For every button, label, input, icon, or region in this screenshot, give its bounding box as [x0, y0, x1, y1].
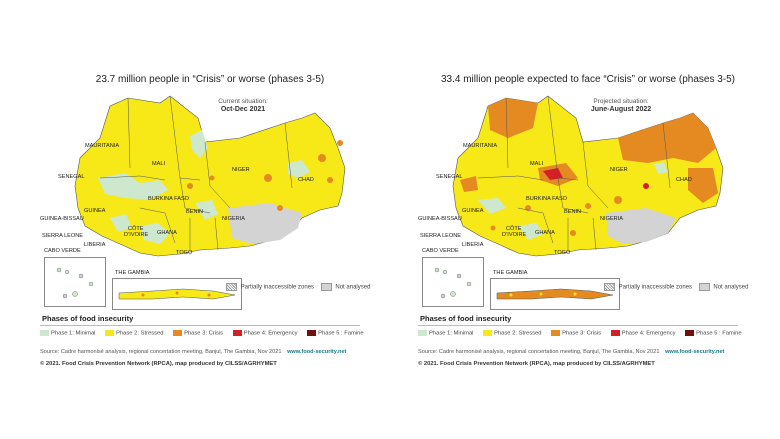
- source-note: Source: Cadre harmonisé analysis, region…: [40, 349, 346, 355]
- swatch-not-analysed: [698, 283, 710, 291]
- gambia-inset: [112, 278, 242, 310]
- cabo-verde-inset: [422, 257, 484, 307]
- legend-divider: [40, 325, 360, 326]
- legend-partially-inaccessible: Partially inaccessible zones: [618, 284, 693, 291]
- gambia-label: THE GAMBIA: [115, 270, 150, 276]
- legend-phase-1: Phase 1: Minimal: [40, 330, 95, 337]
- gambia-strip: [118, 288, 236, 300]
- label-burkina-faso: BURKINA FASO: [148, 196, 190, 202]
- label-benin: BENIN: [186, 209, 203, 215]
- legend-divider: [418, 325, 738, 326]
- label-mali: MALI: [530, 161, 544, 167]
- region-map: MAURITANIA MALI NIGER CHAD SENEGAL BURKI…: [40, 95, 346, 257]
- label-nigeria: NIGERIA: [600, 216, 623, 222]
- cabo-verde-label: CABO VERDE: [44, 248, 81, 254]
- region-map: MAURITANIA MALI NIGER CHAD SENEGAL BURKI…: [418, 95, 724, 257]
- label-chad: CHAD: [676, 177, 692, 183]
- label-liberia: LIBERIA: [462, 242, 484, 248]
- map-panel-projected: 33.4 million people expected to face “Cr…: [418, 68, 758, 370]
- label-cote-divoire-1: CÔTE: [506, 225, 522, 232]
- label-guinea: GUINEA: [462, 208, 484, 214]
- legend-phase-4: Phase 4: Emergency: [610, 330, 676, 337]
- label-cote-divoire-1: CÔTE: [128, 225, 144, 232]
- legend-phase-2: Phase 2: Stressed: [483, 330, 541, 337]
- cabo-verde-islands: [56, 267, 94, 299]
- label-guinea-bissau: GUINEA-BISSAU: [40, 216, 84, 222]
- label-senegal: SENEGAL: [436, 174, 462, 180]
- label-benin: BENIN: [564, 209, 581, 215]
- label-guinea: GUINEA: [84, 208, 106, 214]
- legend-phase-5: Phase 5 : Famine: [307, 330, 364, 337]
- situation-label: Projected situation:: [593, 98, 649, 105]
- label-mauritania: MAURITANIA: [85, 143, 119, 149]
- source-website-link[interactable]: www.food-security.net: [287, 349, 347, 355]
- legend-phase-3: Phase 3: Crisis: [551, 330, 601, 337]
- cabo-verde-inset: [44, 257, 106, 307]
- gambia-inset: [490, 278, 620, 310]
- label-niger: NIGER: [610, 167, 628, 173]
- legend-phase-5: Phase 5 : Famine: [685, 330, 742, 337]
- map-panel-current: 23.7 million people in “Crisis” or worse…: [40, 68, 380, 370]
- label-cote-divoire-2: D’IVOIRE: [502, 232, 527, 238]
- situation-caption: Projected situation: June-August 2022: [566, 98, 676, 114]
- legend-partially-inaccessible: Partially inaccessible zones: [240, 284, 315, 291]
- label-mauritania: MAURITANIA: [463, 143, 497, 149]
- copyright: © 2021. Food Crisis Prevention Network (…: [40, 361, 277, 367]
- legend-phase-3: Phase 3: Crisis: [173, 330, 223, 337]
- label-sierra-leone: SIERRA LEONE: [420, 233, 461, 239]
- label-togo: TOGO: [554, 250, 571, 256]
- label-mali: MALI: [152, 161, 166, 167]
- label-chad: CHAD: [298, 177, 314, 183]
- swatch-partially-inaccessible: [226, 283, 237, 291]
- legend-not-analysed: Not analysed: [335, 284, 371, 291]
- legend-extra: Partially inaccessible zones Not analyse…: [604, 283, 748, 291]
- source-website-link[interactable]: www.food-security.net: [665, 349, 725, 355]
- situation-label: Current situation:: [218, 98, 268, 105]
- legend-phases: Phase 1: Minimal Phase 2: Stressed Phase…: [40, 330, 372, 337]
- label-guinea-bissau: GUINEA-BISSAU: [418, 216, 462, 222]
- legend-phase-2: Phase 2: Stressed: [105, 330, 163, 337]
- label-liberia: LIBERIA: [84, 242, 106, 248]
- source-text: Source: Cadre harmonisé analysis, region…: [418, 349, 660, 355]
- source-note: Source: Cadre harmonisé analysis, region…: [418, 349, 724, 355]
- gambia-strip: [496, 288, 614, 300]
- label-burkina-faso: BURKINA FASO: [526, 196, 568, 202]
- label-cote-divoire-2: D’IVOIRE: [124, 232, 149, 238]
- situation-period: Oct-Dec 2021: [220, 106, 266, 113]
- label-niger: NIGER: [232, 167, 250, 173]
- legend-phase-4: Phase 4: Emergency: [232, 330, 298, 337]
- legend-phases: Phase 1: Minimal Phase 2: Stressed Phase…: [418, 330, 750, 337]
- swatch-not-analysed: [320, 283, 332, 291]
- panel-headline: 33.4 million people expected to face “Cr…: [440, 74, 736, 85]
- legend-not-analysed: Not analysed: [713, 284, 749, 291]
- label-ghana: GHANA: [535, 230, 555, 236]
- label-sierra-leone: SIERRA LEONE: [42, 233, 83, 239]
- swatch-partially-inaccessible: [604, 283, 615, 291]
- label-ghana: GHANA: [157, 230, 177, 236]
- situation-caption: Current situation: Oct-Dec 2021: [188, 98, 298, 114]
- label-togo: TOGO: [176, 250, 193, 256]
- legend-phase-1: Phase 1: Minimal: [418, 330, 473, 337]
- legend-title: Phases of food insecurity: [420, 314, 512, 323]
- copyright: © 2021. Food Crisis Prevention Network (…: [418, 361, 655, 367]
- panel-headline: 23.7 million people in “Crisis” or worse…: [95, 74, 325, 85]
- label-nigeria: NIGERIA: [222, 216, 245, 222]
- gambia-label: THE GAMBIA: [493, 270, 528, 276]
- legend-extra: Partially inaccessible zones Not analyse…: [226, 283, 370, 291]
- label-senegal: SENEGAL: [58, 174, 84, 180]
- source-text: Source: Cadre harmonisé analysis, region…: [40, 349, 282, 355]
- situation-period: June-August 2022: [590, 106, 652, 113]
- cabo-verde-islands: [434, 267, 472, 299]
- legend-title: Phases of food insecurity: [42, 314, 134, 323]
- cabo-verde-label: CABO VERDE: [422, 248, 459, 254]
